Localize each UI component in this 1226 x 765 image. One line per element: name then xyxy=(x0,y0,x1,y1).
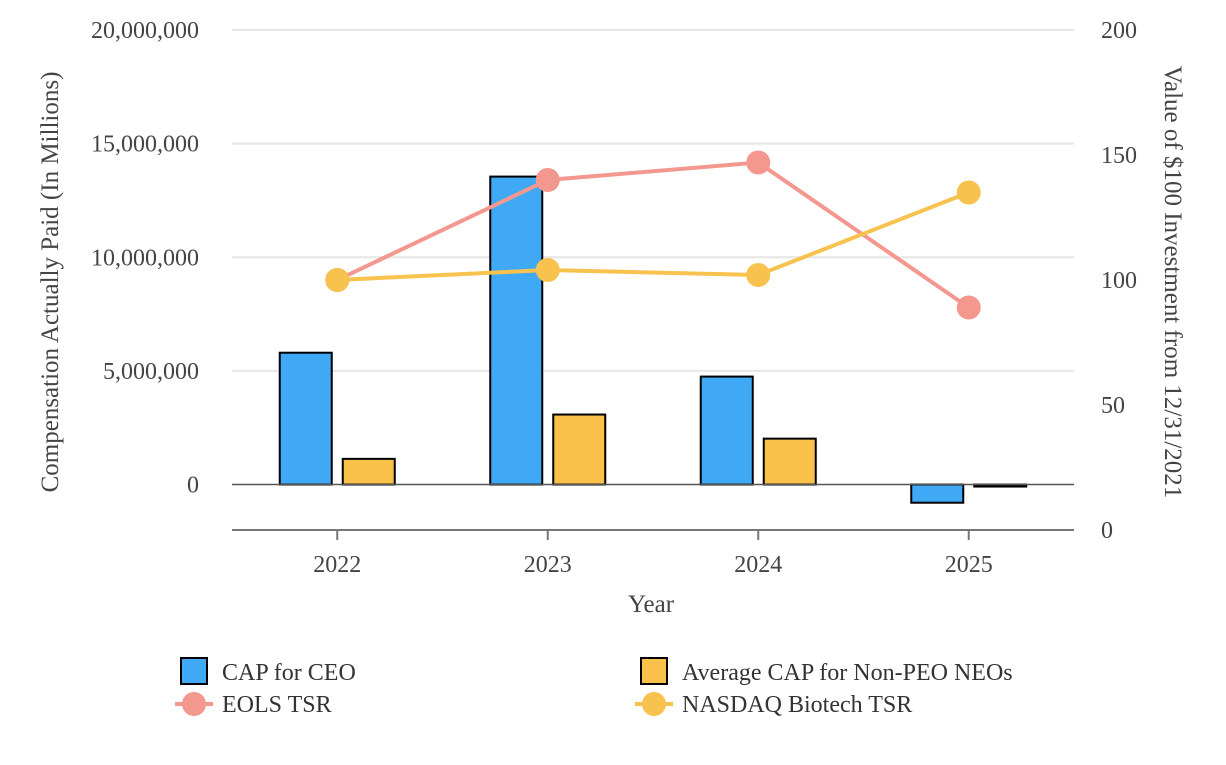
y-tick-label: 20,000,000 xyxy=(91,18,199,44)
legend-label-eols-tsr: EOLS TSR xyxy=(222,692,332,718)
bar xyxy=(910,483,965,504)
bar xyxy=(278,351,333,486)
legend-marker-nasdaq-tsr xyxy=(642,692,666,716)
legend-item-avg-cap-neo: Average CAP for Non-PEO NEOs xyxy=(640,657,1013,686)
bar xyxy=(489,175,544,486)
gridlines xyxy=(232,29,1074,372)
y2-tick-label: 0 xyxy=(1101,518,1113,544)
x-axis-title: Year xyxy=(628,591,675,618)
legend-label-cap-ceo: CAP for CEO xyxy=(222,660,356,686)
y2-axis-title: Value of $100 Investment from 12/31/2021 xyxy=(1159,66,1186,499)
line-point xyxy=(956,180,981,205)
line-layer xyxy=(325,150,981,320)
y-tick-label: 5,000,000 xyxy=(103,359,199,385)
y2-tick-label: 150 xyxy=(1101,143,1137,169)
line-point xyxy=(746,263,771,287)
bar xyxy=(762,437,817,486)
y2-tick-label: 200 xyxy=(1101,18,1137,44)
x-tick-label: 2023 xyxy=(524,552,572,578)
line-point xyxy=(746,150,771,175)
legend-label-nasdaq-tsr: NASDAQ Biotech TSR xyxy=(682,692,912,718)
line-point xyxy=(956,295,981,320)
bar xyxy=(341,457,396,486)
legend-label-avg-cap-neo: Average CAP for Non-PEO NEOs xyxy=(682,660,1013,686)
tick-layer: 0 5,000,000 10,000,000 15,000,000 20,000,000… xyxy=(91,18,1137,578)
legend: CAP for CEO Average CAP for Non-PEO NEOs… xyxy=(175,657,1013,718)
legend-item-nasdaq-tsr: NASDAQ Biotech TSR xyxy=(635,692,912,718)
y2-tick-label: 100 xyxy=(1101,268,1137,294)
bar xyxy=(552,413,607,486)
line-point xyxy=(325,268,350,292)
y-axis-title: Compensation Actually Paid (In Millions) xyxy=(37,72,64,493)
bar xyxy=(699,375,754,486)
series-line xyxy=(336,160,970,310)
legend-swatch-cap-ceo xyxy=(180,657,208,685)
line-point xyxy=(535,168,560,192)
series-line xyxy=(337,190,970,282)
y2-tick-label: 50 xyxy=(1101,393,1125,419)
legend-marker-eols-tsr xyxy=(182,692,206,716)
y-tick-label: 0 xyxy=(187,473,199,499)
legend-item-cap-ceo: CAP for CEO xyxy=(180,657,356,686)
legend-swatch-avg-cap-neo xyxy=(640,657,668,685)
axes-layer xyxy=(232,483,1074,540)
y-tick-label: 15,000,000 xyxy=(91,132,199,158)
x-tick-label: 2025 xyxy=(945,552,993,578)
x-tick-label: 2022 xyxy=(313,552,361,578)
x-tick-label: 2024 xyxy=(734,552,782,578)
y-tick-label: 10,000,000 xyxy=(91,245,199,271)
line-point xyxy=(535,258,560,282)
bar-layer xyxy=(278,175,1028,504)
legend-item-eols-tsr: EOLS TSR xyxy=(175,692,332,718)
